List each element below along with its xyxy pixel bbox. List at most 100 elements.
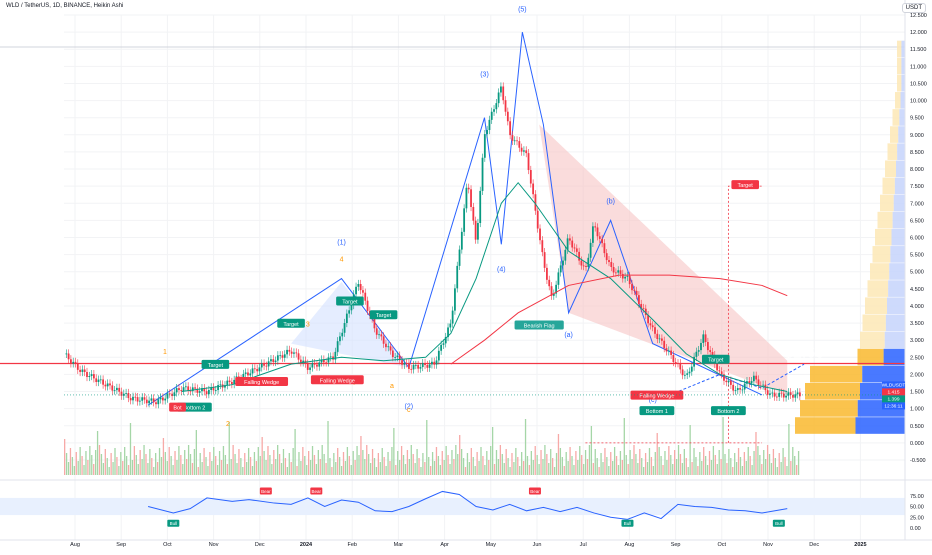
candle-body [226, 380, 229, 386]
profile-up-bar [805, 382, 860, 400]
candle-body [465, 187, 468, 209]
candle-body [134, 396, 137, 398]
volume-bar [236, 463, 238, 475]
volume-bar [737, 448, 740, 475]
profile-down-bar [894, 177, 905, 195]
candle-body [421, 363, 424, 368]
volume-bar [166, 461, 168, 475]
wave-label: 1 [163, 349, 167, 356]
candle-body [727, 380, 730, 383]
volume-bar [579, 446, 581, 475]
candle-body [649, 323, 652, 326]
candle-body [210, 387, 213, 390]
volume-bar [69, 448, 72, 475]
wave-label: 4 [340, 256, 344, 263]
candle-body [516, 140, 518, 142]
currency-button[interactable]: USDT [901, 3, 926, 13]
candle-body [286, 349, 288, 355]
candle-body [573, 247, 576, 249]
x-tick-label: Dec [809, 542, 819, 548]
profile-down-bar [900, 92, 905, 109]
y-tick-label: 6.500 [910, 218, 924, 224]
volume-bar [763, 450, 765, 475]
volume-bar [400, 446, 403, 475]
candle-body [775, 396, 778, 398]
volume-bar [228, 422, 230, 475]
volume-bar [253, 452, 256, 475]
candle-body [596, 227, 599, 237]
profile-up-bar [885, 160, 896, 178]
candle-body [752, 375, 755, 382]
volume-bar [796, 465, 798, 475]
volume-bar [381, 448, 383, 475]
volume-bar [280, 463, 283, 475]
volume-bar [313, 455, 316, 475]
volume-bar [77, 461, 79, 475]
volume-bar [470, 448, 472, 475]
volume-bar [627, 464, 629, 475]
chart-title: WLD / TetherUS, 1D, BINANCE, Heikin Ashi [6, 3, 124, 9]
pattern-label-text: Falling Wedge [639, 394, 674, 400]
profile-down-bar [885, 314, 905, 332]
profile-up-bar [862, 314, 886, 332]
candle-body [437, 350, 440, 361]
volume-bar [424, 462, 426, 475]
y-tick-label: 10.000 [910, 99, 927, 105]
volume-bar [745, 461, 747, 475]
x-tick-label: Jul [580, 542, 587, 548]
rsi-signal-text: Bear [312, 489, 322, 494]
volume-bar [226, 464, 228, 475]
candle-body [378, 334, 380, 336]
volume-bar [340, 466, 343, 475]
candle-body [263, 363, 265, 366]
volume-bar [571, 456, 573, 475]
volume-bar [141, 459, 143, 475]
candle-body [359, 284, 362, 291]
rsi-line [147, 490, 788, 520]
candle-body [506, 111, 509, 122]
price-tag-text: WLDUSDT [882, 382, 906, 388]
candle-body [569, 238, 571, 241]
volume-bar [247, 448, 250, 475]
candle-body [743, 383, 746, 390]
volume-bar [503, 463, 505, 475]
candle-body [709, 350, 712, 353]
volume-bar [81, 456, 83, 475]
volume-bar [315, 464, 318, 475]
candle-body [258, 367, 261, 372]
candle-body [700, 342, 702, 351]
pattern-label-text: Falling Wedge [320, 378, 355, 384]
volume-bar [93, 464, 95, 475]
volume-bar [600, 453, 602, 475]
volume-bar [521, 452, 523, 475]
volume-bar [625, 455, 627, 475]
candle-body [769, 393, 771, 395]
volume-bar [211, 461, 213, 475]
candle-body [152, 398, 155, 403]
volume-bar [774, 458, 777, 475]
volume-bar [391, 447, 393, 475]
candle-body [343, 323, 346, 333]
candle-body [196, 388, 199, 393]
candle-body [244, 372, 247, 374]
volume-bar [453, 459, 455, 475]
profile-down-bar [888, 280, 905, 297]
volume-bar [124, 447, 126, 475]
candle-body [718, 370, 721, 372]
volume-bar [350, 465, 352, 475]
volume-bar [435, 447, 438, 475]
volume-bar [371, 449, 374, 475]
volume-bar [309, 460, 312, 475]
wave-label: (5) [518, 7, 527, 14]
volume-bar [406, 450, 409, 475]
profile-down-bar [901, 74, 905, 92]
ma-red-line [450, 274, 788, 365]
volume-bar [67, 462, 70, 475]
candle-body [65, 353, 68, 355]
candle-body [755, 375, 758, 380]
volume-bar [464, 467, 467, 475]
volume-bar [213, 447, 215, 475]
volume-bar [654, 452, 656, 475]
